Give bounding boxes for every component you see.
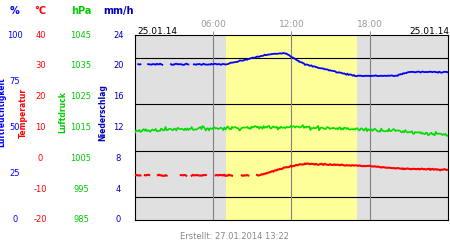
Text: %: %: [10, 6, 20, 16]
Text: Luftdruck: Luftdruck: [58, 92, 68, 134]
Text: Temperatur: Temperatur: [19, 88, 28, 138]
Text: 995: 995: [73, 185, 89, 194]
Text: 16: 16: [113, 92, 124, 101]
Bar: [226, 35, 356, 220]
Text: 8: 8: [116, 154, 121, 163]
Text: 25: 25: [9, 169, 20, 178]
Text: mm/h: mm/h: [103, 6, 134, 16]
Text: 75: 75: [9, 77, 20, 86]
Text: 25.01.14: 25.01.14: [137, 27, 177, 36]
Text: 24: 24: [113, 30, 124, 40]
Text: 0: 0: [116, 216, 121, 224]
Text: Erstellt: 27.01.2014 13:22: Erstellt: 27.01.2014 13:22: [180, 232, 288, 241]
Text: 40: 40: [35, 30, 46, 40]
Text: -20: -20: [34, 216, 47, 224]
Text: °C: °C: [35, 6, 46, 16]
Text: 20: 20: [113, 61, 124, 70]
Text: 20: 20: [35, 92, 46, 101]
Text: Luftfeuchtigkeit: Luftfeuchtigkeit: [0, 78, 6, 147]
Text: 1005: 1005: [71, 154, 91, 163]
Text: -10: -10: [34, 185, 47, 194]
Text: 30: 30: [35, 61, 46, 70]
Text: 1015: 1015: [71, 123, 91, 132]
Text: 10: 10: [35, 123, 46, 132]
Text: Niederschlag: Niederschlag: [98, 84, 107, 141]
Text: 0: 0: [12, 216, 18, 224]
Text: 1025: 1025: [71, 92, 91, 101]
Text: 12: 12: [113, 123, 124, 132]
Text: 100: 100: [7, 30, 22, 40]
Text: 1045: 1045: [71, 30, 91, 40]
Text: 25.01.14: 25.01.14: [409, 27, 449, 36]
Text: 50: 50: [9, 123, 20, 132]
Text: 4: 4: [116, 185, 121, 194]
Text: 985: 985: [73, 216, 89, 224]
Text: 1035: 1035: [71, 61, 91, 70]
Text: hPa: hPa: [71, 6, 91, 16]
Text: 0: 0: [38, 154, 43, 163]
